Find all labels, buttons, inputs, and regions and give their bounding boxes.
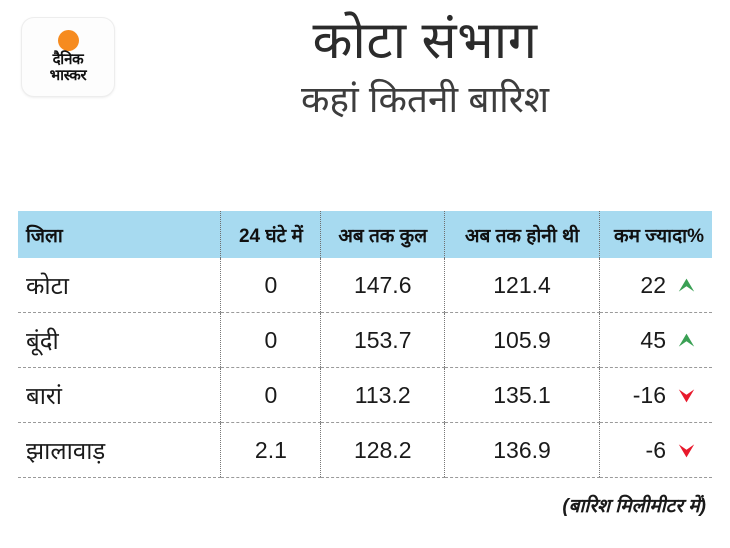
- pct-wrapper: -16: [633, 382, 696, 409]
- pct-value: -16: [632, 381, 666, 408]
- column-header-last24h: 24 घंटे में: [220, 211, 322, 258]
- cell-total: 128.2: [320, 422, 446, 478]
- cell-total: 113.2: [320, 367, 446, 423]
- column-header-pct: कम ज्यादा%: [599, 211, 712, 258]
- rainfall-table-container: जिला 24 घंटे में अब तक कुल अब तक होनी थी…: [18, 211, 712, 478]
- rainfall-table: जिला 24 घंटे में अब तक कुल अब तक होनी थी…: [18, 211, 712, 478]
- cell-pct: -16: [599, 367, 712, 423]
- unit-footnote: (बारिश मिलीमीटर में): [562, 496, 706, 517]
- sun-dot-icon: [57, 30, 79, 52]
- arrow-down-icon: [677, 441, 696, 460]
- arrow-down-icon: [677, 386, 696, 405]
- page-header: दैनिक भास्कर कोटा संभाग कहां कितनी बारिश: [0, 0, 730, 186]
- table-header: जिला 24 घंटे में अब तक कुल अब तक होनी थी…: [18, 211, 712, 258]
- cell-district: बारां: [18, 367, 222, 423]
- cell-normal: 135.1: [444, 367, 601, 423]
- cell-last24h: 0: [220, 258, 322, 313]
- arrow-up-icon: [677, 331, 696, 350]
- dainik-bhaskar-logo: दैनिक भास्कर: [22, 18, 114, 96]
- column-header-normal: अब तक होनी थी: [444, 211, 601, 258]
- pct-value: 22: [640, 271, 666, 298]
- table-row: कोटा 0 147.6 121.4 22: [18, 258, 712, 313]
- cell-pct: 45: [599, 312, 712, 368]
- pct-value: -6: [645, 436, 666, 463]
- cell-total: 147.6: [320, 258, 446, 313]
- cell-last24h: 0: [220, 312, 322, 368]
- cell-pct: -6: [599, 422, 712, 478]
- cell-district: बूंदी: [18, 312, 222, 368]
- column-header-district: जिला: [18, 211, 222, 258]
- table-header-row: जिला 24 घंटे में अब तक कुल अब तक होनी थी…: [18, 211, 712, 258]
- table-body: कोटा 0 147.6 121.4 22 बूंदी: [18, 258, 712, 478]
- title-block: कोटा संभाग कहां कितनी बारिश: [130, 12, 720, 122]
- pct-wrapper: 45: [640, 327, 696, 354]
- cell-district: कोटा: [18, 258, 222, 313]
- cell-normal: 121.4: [444, 258, 601, 313]
- arrow-up-icon: [677, 276, 696, 295]
- cell-pct: 22: [599, 258, 712, 313]
- column-header-total: अब तक कुल: [320, 211, 446, 258]
- cell-total: 153.7: [320, 312, 446, 368]
- pct-wrapper: 22: [640, 272, 696, 299]
- table-row: बूंदी 0 153.7 105.9 45: [18, 312, 712, 368]
- cell-last24h: 0: [220, 367, 322, 423]
- pct-wrapper: -6: [646, 437, 696, 464]
- cell-last24h: 2.1: [220, 422, 322, 478]
- cell-normal: 105.9: [444, 312, 601, 368]
- page-subtitle: कहां कितनी बारिश: [301, 78, 549, 120]
- page-title: कोटा संभाग: [312, 12, 538, 70]
- cell-district: झालावाड़: [18, 422, 222, 478]
- brand-name-line1: दैनिक: [52, 51, 84, 69]
- table-row: बारां 0 113.2 135.1 -16: [18, 367, 712, 423]
- brand-name-line2: भास्कर: [49, 67, 87, 84]
- cell-normal: 136.9: [444, 422, 601, 478]
- pct-value: 45: [640, 326, 666, 353]
- table-row: झालावाड़ 2.1 128.2 136.9 -6: [18, 422, 712, 478]
